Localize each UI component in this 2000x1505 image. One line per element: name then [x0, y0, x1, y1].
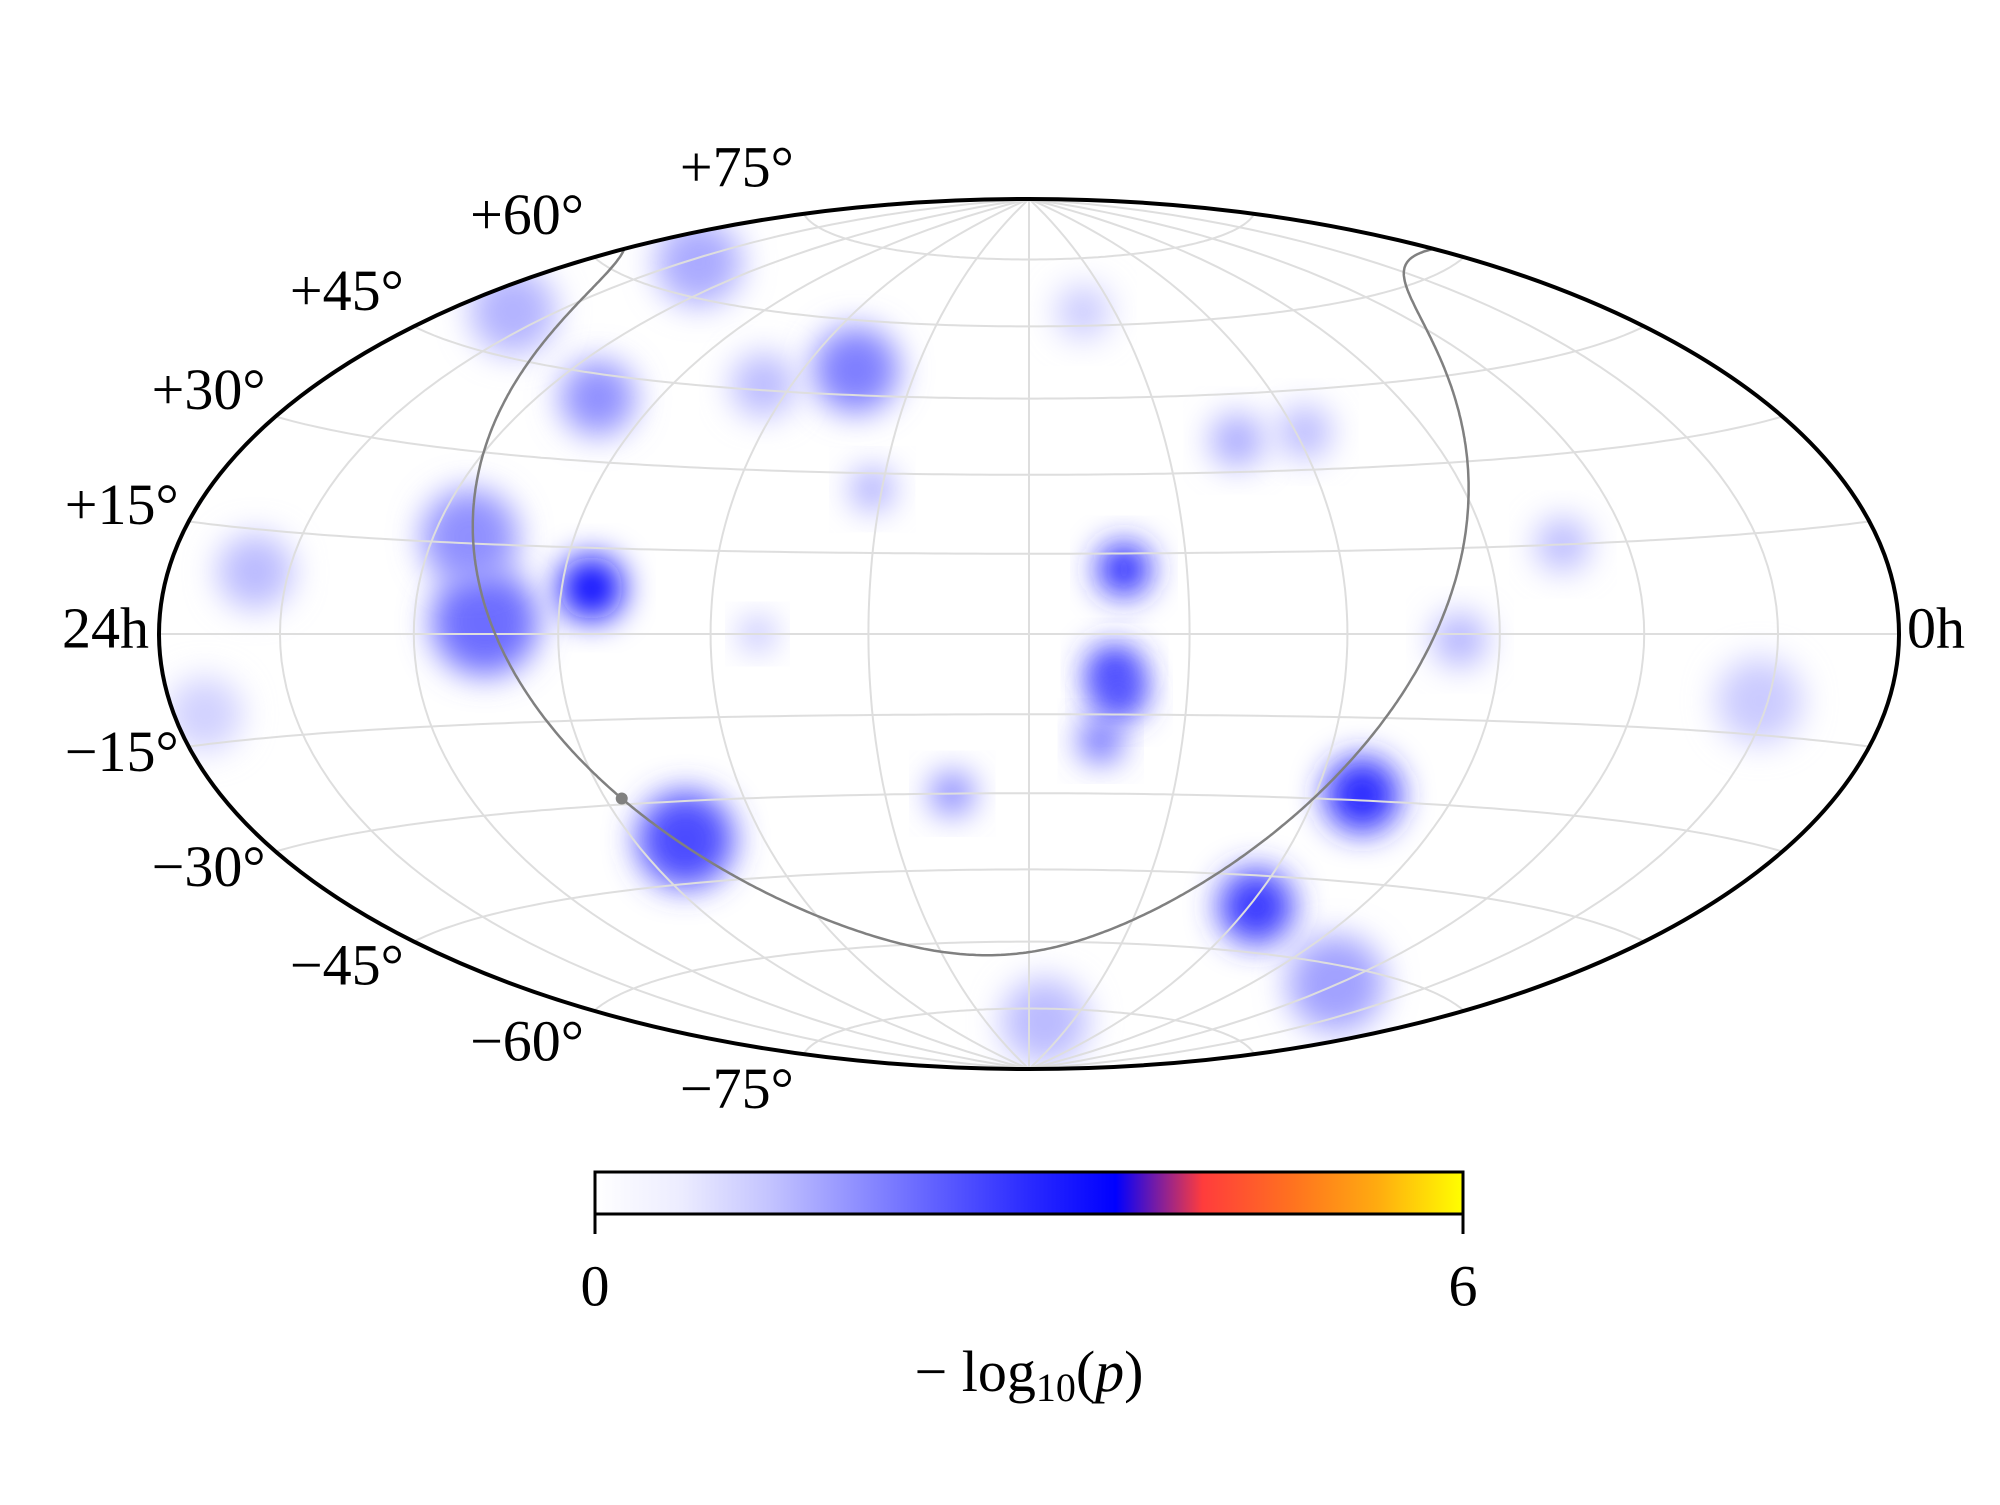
source-blob	[637, 791, 734, 888]
source-blob	[812, 326, 899, 413]
sky-outline	[157, 197, 1901, 1071]
source-blob	[1287, 935, 1385, 1032]
source-blob	[1324, 757, 1400, 833]
meridian	[1028, 199, 1501, 1069]
colorbar-label: − log10(p)	[915, 1339, 1144, 1410]
source-blob	[1097, 542, 1151, 597]
grid	[159, 199, 1899, 1069]
meridian	[1028, 199, 1191, 1069]
source-blob	[1432, 612, 1487, 667]
dec-tick-label: −60°	[470, 1008, 584, 1073]
galactic-plane	[471, 249, 625, 800]
dec-tick-label: +30°	[152, 357, 266, 422]
colorbar-label-part: − log	[915, 1339, 1036, 1404]
meridian	[1028, 199, 1349, 1069]
source-blob	[1716, 658, 1803, 744]
colorbar-label-part: )	[1124, 1339, 1143, 1404]
meridian	[557, 199, 1030, 1069]
source-blob	[559, 555, 624, 621]
source-blob	[1092, 666, 1146, 720]
dec-tick-label: −30°	[152, 834, 266, 899]
source-blob	[431, 568, 539, 676]
overlay: +75° +60° +45° +30° +15° −15° −30° −45° −60° −75°…	[62, 135, 1965, 1411]
meridian	[867, 199, 1030, 1069]
meridian	[1028, 199, 1780, 1069]
meridian	[709, 199, 1030, 1069]
source-blob	[850, 467, 894, 511]
meridian	[1028, 199, 1646, 1069]
ra-tick-label: 0h	[1907, 595, 1965, 660]
dec-tick-label: +45°	[290, 258, 404, 323]
dec-tick-label: −15°	[65, 719, 179, 784]
source-blob	[1056, 285, 1111, 339]
meridian	[412, 199, 1030, 1069]
dec-tick-label: +15°	[65, 472, 179, 537]
source-blob	[1210, 413, 1265, 468]
galactic-plane	[620, 247, 1470, 957]
dec-tick-label: −45°	[290, 933, 404, 998]
colorbar-tick-label: 0	[581, 1253, 610, 1318]
colorbar-label-part: p	[1091, 1339, 1124, 1404]
source-blob	[217, 533, 293, 610]
significance-map	[167, 219, 1803, 1065]
colorbar-tick-label: 6	[1449, 1253, 1478, 1318]
source-blob	[421, 488, 519, 586]
galactic-center	[615, 792, 628, 805]
meridian	[278, 199, 1030, 1069]
colorbar-label-part: 10	[1036, 1365, 1076, 1410]
source-blob	[731, 352, 796, 418]
source-blob	[1001, 978, 1088, 1065]
dec-tick-label: +75°	[680, 135, 794, 200]
colorbar	[593, 1170, 1465, 1216]
dec-tick-label: −75°	[680, 1056, 794, 1121]
colorbar-label-part: (	[1076, 1339, 1095, 1404]
source-blob	[167, 676, 243, 752]
dec-tick-label: +60°	[470, 182, 584, 247]
ra-tick-label: 24h	[62, 595, 149, 660]
source-blob	[1277, 405, 1332, 460]
source-blob	[1218, 868, 1294, 945]
source-blob	[1079, 719, 1123, 763]
source-blob	[560, 360, 636, 436]
